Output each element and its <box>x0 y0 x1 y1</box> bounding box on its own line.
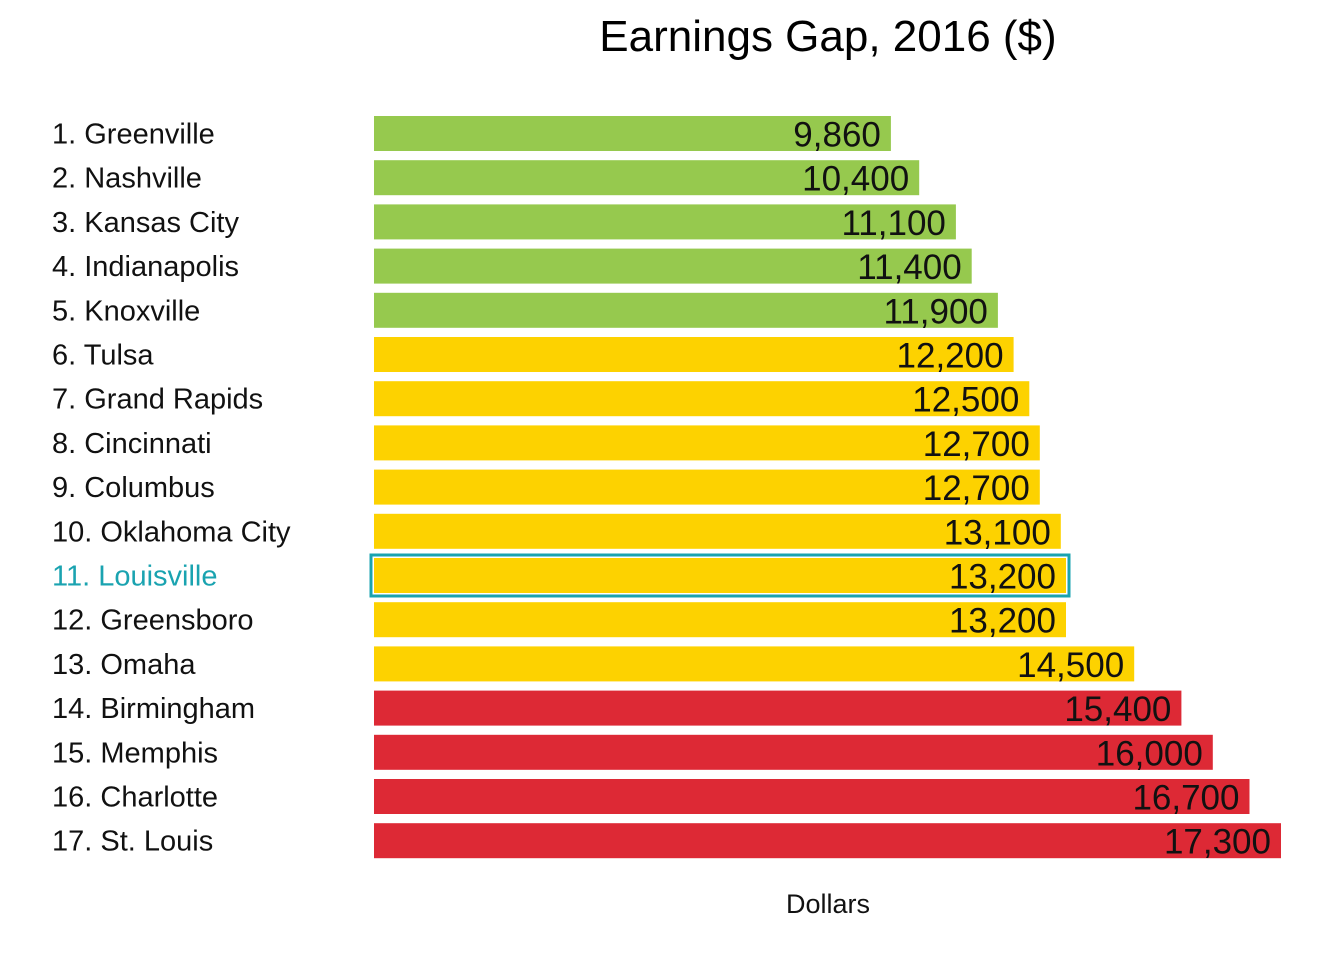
category-label-greensboro: 12. Greensboro <box>52 605 254 637</box>
highlight-outline-louisville <box>369 553 1071 598</box>
category-label-indianapolis: 4. Indianapolis <box>52 251 239 283</box>
value-label-charlotte: 16,700 <box>1132 779 1239 818</box>
bar-nashville <box>374 160 920 196</box>
bar-knoxville <box>374 292 998 328</box>
bars-layer <box>374 116 1281 859</box>
value-label-omaha: 14,500 <box>1017 646 1124 685</box>
bar-indianapolis <box>374 248 972 284</box>
category-label-greenville: 1. Greenville <box>52 119 215 151</box>
chart-title: Earnings Gap, 2016 ($) <box>599 12 1056 61</box>
category-label-nashville: 2. Nashville <box>52 163 202 195</box>
bar-omaha <box>374 646 1135 682</box>
category-label-oklahoma-city: 10. Oklahoma City <box>52 516 291 548</box>
bar-greenville <box>374 116 891 151</box>
category-label-louisville: 11. Louisville <box>52 561 218 593</box>
bar-charlotte <box>374 779 1250 814</box>
category-labels: 1. Greenville 2. Nashville 3. Kansas City 4… <box>52 119 291 858</box>
value-label-grand-rapids: 12,500 <box>912 381 1019 420</box>
value-label-louisville: 13,200 <box>949 558 1056 597</box>
category-label-columbus: 9. Columbus <box>52 472 215 504</box>
category-label-grand-rapids: 7. Grand Rapids <box>52 384 263 416</box>
category-label-st-louis: 17. St. Louis <box>52 826 213 858</box>
category-label-omaha: 13. Omaha <box>52 649 196 681</box>
highlight-layer <box>369 553 1071 598</box>
category-label-charlotte: 16. Charlotte <box>52 782 218 814</box>
value-label-memphis: 16,000 <box>1096 734 1203 773</box>
bar-greensboro <box>374 602 1066 638</box>
category-label-knoxville: 5. Knoxville <box>52 295 200 327</box>
bar-birmingham <box>374 690 1182 726</box>
value-label-columbus: 12,700 <box>923 469 1030 508</box>
value-label-tulsa: 12,200 <box>897 337 1004 376</box>
value-label-birmingham: 15,400 <box>1064 690 1171 729</box>
bar-memphis <box>374 734 1213 770</box>
category-label-memphis: 15. Memphis <box>52 737 218 769</box>
bar-cincinnati <box>374 425 1040 461</box>
bar-oklahoma-city <box>374 513 1061 549</box>
value-label-kansas-city: 11,100 <box>841 204 945 243</box>
bar-kansas-city <box>374 204 956 240</box>
value-labels: 9,860 10,400 11,100 11,400 11,900 12,200 12,50… <box>793 116 1271 862</box>
bar-tulsa <box>374 337 1014 372</box>
category-label-tulsa: 6. Tulsa <box>52 340 154 372</box>
value-label-knoxville: 11,900 <box>883 292 987 331</box>
bar-louisville <box>374 558 1066 593</box>
bar-grand-rapids <box>374 381 1030 417</box>
value-label-st-louis: 17,300 <box>1164 823 1271 862</box>
category-label-cincinnati: 8. Cincinnati <box>52 428 212 460</box>
category-label-birmingham: 14. Birmingham <box>52 693 255 725</box>
value-label-cincinnati: 12,700 <box>923 425 1030 464</box>
value-label-oklahoma-city: 13,100 <box>944 513 1051 552</box>
x-axis-label: Dollars <box>786 889 870 919</box>
category-label-kansas-city: 3. Kansas City <box>52 207 239 239</box>
bar-columbus <box>374 469 1040 505</box>
value-label-nashville: 10,400 <box>802 160 909 199</box>
bar-st-louis <box>374 823 1281 859</box>
value-label-greenville: 9,860 <box>793 116 881 155</box>
value-label-indianapolis: 11,400 <box>857 248 961 287</box>
value-label-greensboro: 13,200 <box>949 602 1056 641</box>
